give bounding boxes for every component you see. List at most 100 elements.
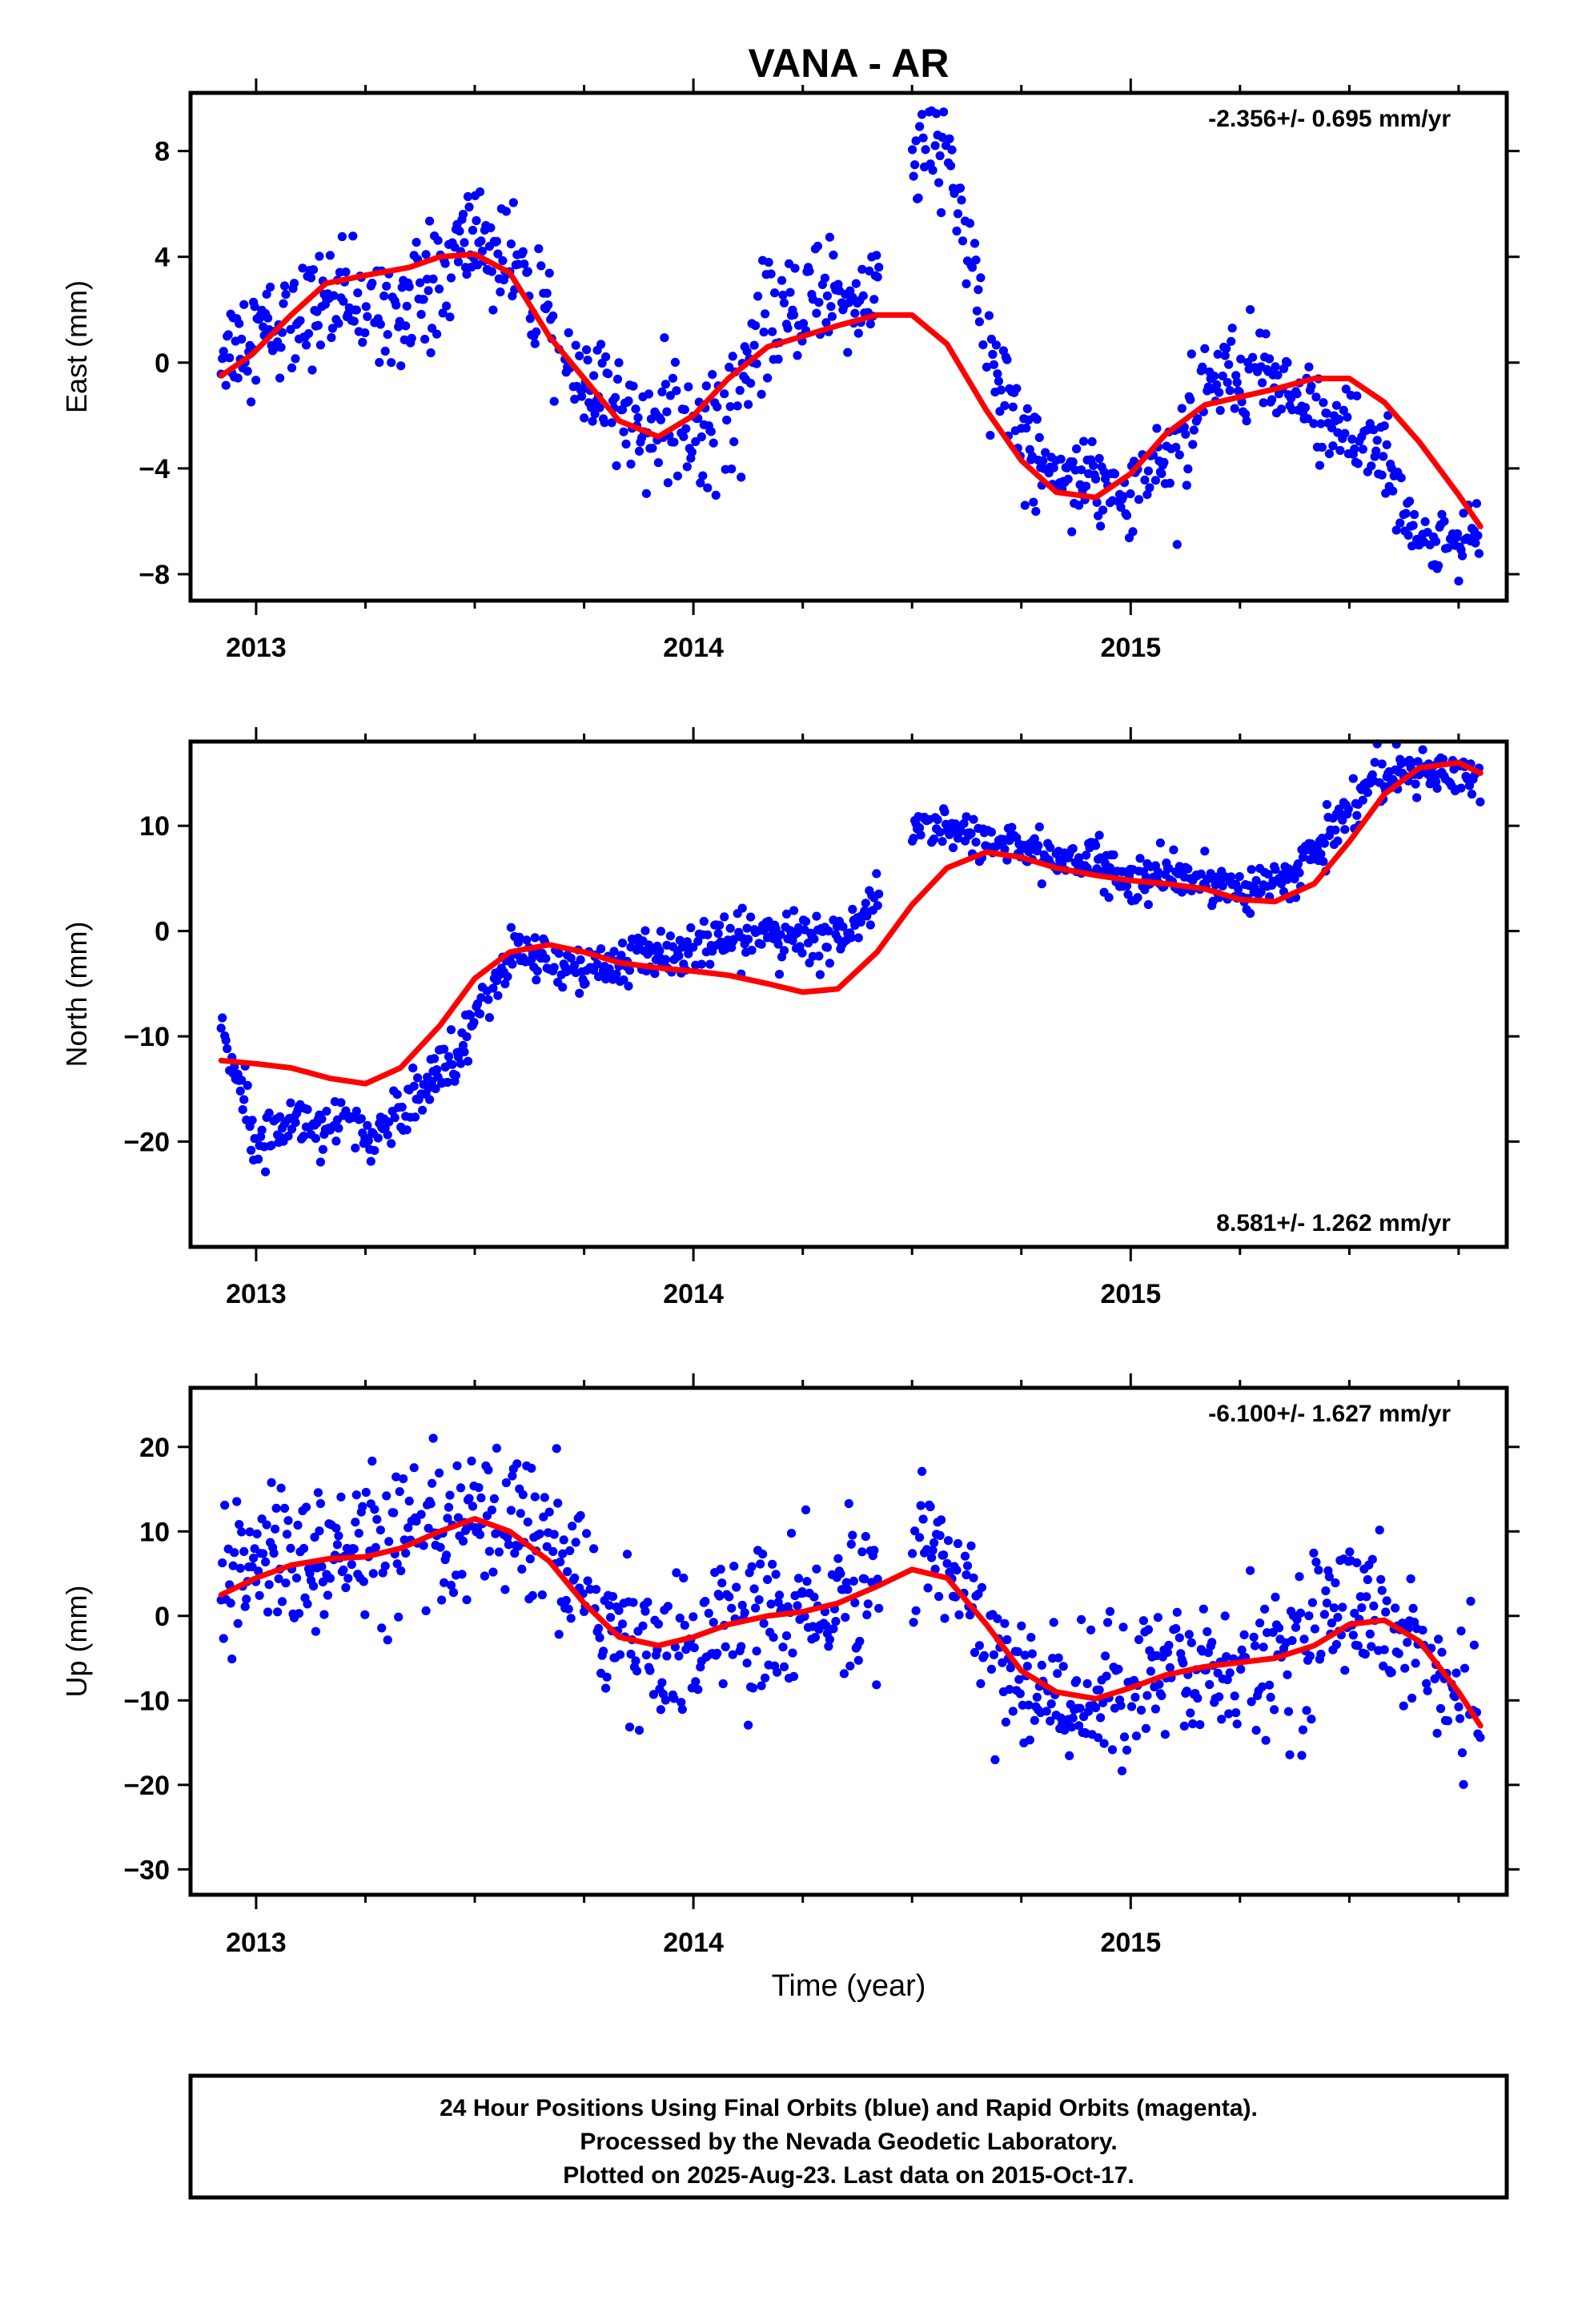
east-data-point-304	[633, 412, 643, 423]
up-data-point-411	[786, 1529, 797, 1538]
up-data-point-24	[249, 1554, 259, 1563]
east-data-point-690	[1218, 371, 1227, 381]
north-data-point-98	[363, 1136, 373, 1145]
east-data-point-208	[493, 249, 503, 259]
up-data-point-27	[252, 1529, 262, 1538]
up-data-point-331	[675, 1613, 685, 1623]
north-data-point-66	[311, 1134, 320, 1144]
up-data-point-343	[691, 1677, 701, 1687]
north-data-point-836	[1431, 777, 1441, 786]
up-data-point-529	[979, 1651, 989, 1660]
east-data-point-88	[329, 291, 339, 300]
north-data-point-353	[725, 923, 735, 933]
up-data-point-784	[1333, 1613, 1343, 1622]
north-data-point-431	[838, 922, 848, 931]
up-data-point-267	[583, 1576, 592, 1586]
up-data-point-664	[1162, 1647, 1172, 1657]
east-data-point-353	[698, 471, 708, 480]
east-data-point-356	[701, 381, 711, 391]
up-data-point-534	[990, 1755, 1000, 1764]
up-data-point-611	[1091, 1703, 1101, 1713]
up-data-point-726	[1251, 1726, 1261, 1735]
east-data-point-67	[303, 329, 314, 339]
up-data-point-671	[1174, 1633, 1184, 1642]
up-data-point-3	[220, 1500, 230, 1510]
up-data-point-399	[771, 1570, 781, 1579]
north-data-point-663	[1196, 869, 1206, 879]
north-data-point-447	[861, 899, 870, 908]
east-data-point-777	[1341, 384, 1351, 394]
east-data-point-523	[974, 317, 984, 327]
up-data-point-451	[841, 1613, 850, 1622]
north-data-point-766	[1338, 815, 1347, 825]
east-data-point-750	[1303, 414, 1313, 424]
up-data-point-715	[1232, 1719, 1242, 1729]
east-data-point-276	[595, 403, 604, 412]
up-data-point-527	[977, 1582, 986, 1592]
east-data-point-531	[989, 360, 998, 369]
east-points-layer	[216, 106, 1484, 586]
east-data-point-563	[1032, 414, 1042, 424]
up-data-point-459	[850, 1598, 860, 1607]
north-data-point-120	[397, 1102, 407, 1112]
up-data-point-48	[279, 1503, 290, 1513]
up-data-point-344	[693, 1685, 703, 1695]
north-data-point-412	[809, 934, 819, 944]
up-data-point-485	[918, 1514, 928, 1524]
north-data-point-201	[506, 923, 516, 932]
up-data-point-566	[1032, 1692, 1042, 1702]
east-data-point-365	[713, 402, 722, 412]
up-data-point-646	[1141, 1723, 1150, 1733]
east-data-point-464	[858, 291, 868, 300]
up-data-point-670	[1172, 1607, 1182, 1617]
up-data-point-162	[440, 1578, 449, 1587]
up-data-point-482	[915, 1533, 925, 1542]
east-data-point-665	[1181, 429, 1191, 439]
north-data-point-464	[915, 823, 925, 833]
up-data-point-234	[537, 1590, 547, 1600]
up-data-point-812	[1367, 1554, 1377, 1564]
east-data-point-529	[986, 334, 996, 344]
north-data-point-762	[1333, 836, 1343, 846]
up-data-point-75	[315, 1498, 325, 1509]
east-data-point-855	[1452, 529, 1463, 539]
east-data-point-751	[1304, 362, 1314, 372]
east-data-point-441	[827, 312, 837, 321]
up-data-point-389	[758, 1550, 768, 1559]
north-data-point-348	[720, 912, 729, 922]
up-data-point-650	[1146, 1667, 1155, 1676]
east-data-point-669	[1186, 395, 1195, 404]
up-data-point-624	[1107, 1745, 1118, 1755]
up-data-point-400	[773, 1667, 782, 1677]
up-data-point-35	[263, 1607, 273, 1617]
up-data-point-273	[594, 1623, 604, 1633]
up-data-point-384	[752, 1647, 761, 1656]
north-data-point-28	[257, 1125, 267, 1135]
up-data-point-522	[970, 1647, 980, 1658]
north-data-point-710	[1263, 870, 1273, 879]
north-data-point-50	[291, 1118, 300, 1128]
up-data-point-467	[861, 1532, 870, 1542]
up-data-point-436	[821, 1621, 831, 1630]
north-data-point-184	[484, 995, 493, 1004]
east-data-point-351	[696, 478, 705, 488]
north-data-point-633	[1155, 838, 1165, 848]
up-data-point-252	[563, 1566, 572, 1577]
north-data-point-793	[1377, 759, 1387, 769]
up-data-point-428	[809, 1592, 819, 1602]
up-data-point-498	[935, 1530, 945, 1540]
up-data-point-377	[744, 1720, 753, 1730]
east-data-point-698	[1227, 324, 1237, 333]
east-data-point-335	[673, 471, 683, 480]
north-data-point-498	[966, 829, 976, 838]
up-data-point-693	[1203, 1626, 1212, 1637]
east-data-point-507	[952, 226, 962, 236]
north-data-point-568	[1068, 844, 1078, 854]
up-data-point-25	[250, 1544, 259, 1554]
up-data-point-333	[677, 1705, 687, 1715]
east-data-point-659	[1172, 540, 1182, 549]
east-data-point-821	[1401, 509, 1411, 518]
up-data-point-198	[484, 1546, 495, 1556]
east-data-point-229	[523, 267, 532, 276]
north-data-point-242	[566, 953, 576, 963]
